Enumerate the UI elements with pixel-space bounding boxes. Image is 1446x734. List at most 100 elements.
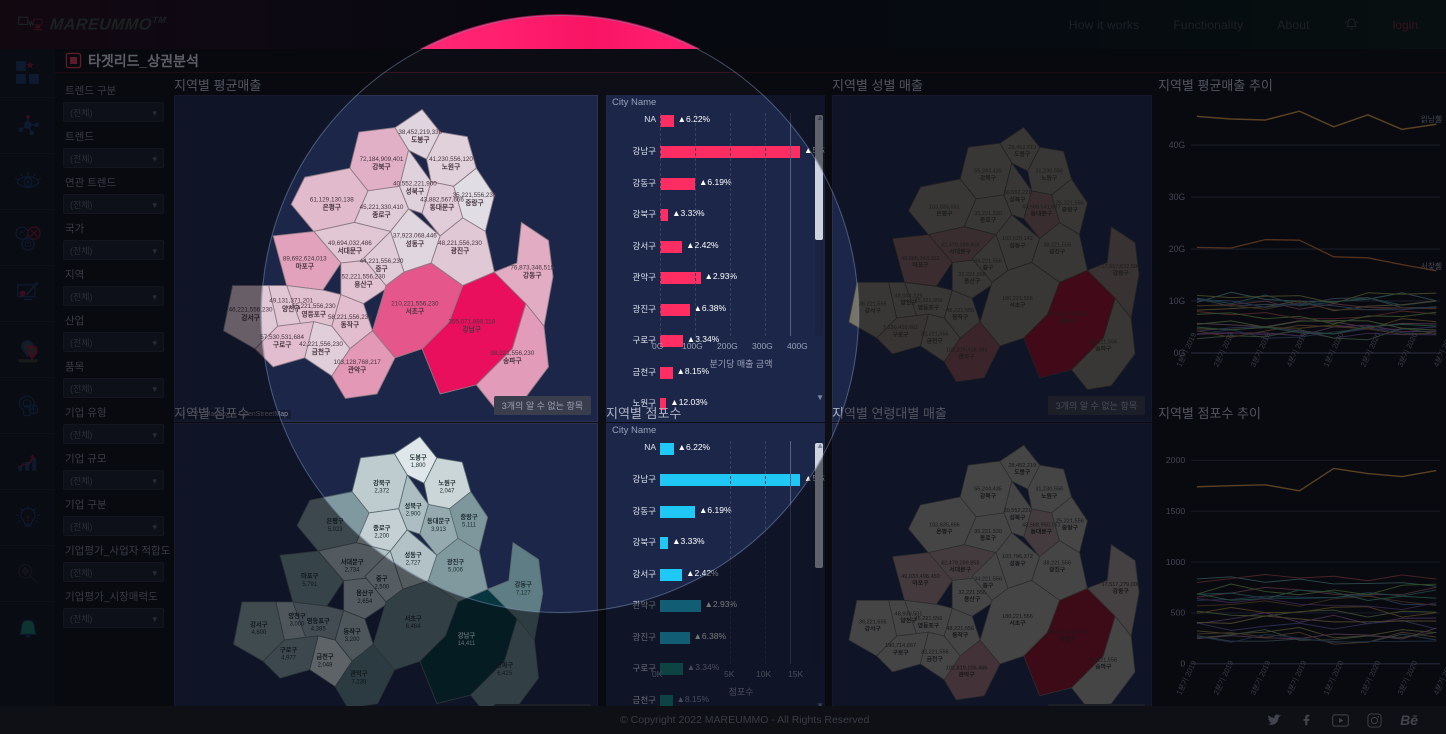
svg-text:성북구: 성북구 <box>404 501 421 510</box>
svg-text:14,411: 14,411 <box>458 641 476 647</box>
svg-text:1,800: 1,800 <box>411 463 427 469</box>
svg-text:55,221,556,230: 55,221,556,230 <box>292 303 336 310</box>
svg-text:구로구: 구로구 <box>273 341 291 349</box>
svg-text:38,452,219,330: 38,452,219,330 <box>398 129 442 136</box>
svg-text:구로구: 구로구 <box>892 649 909 656</box>
svg-text:49,694,032,486: 49,694,032,486 <box>328 240 372 247</box>
svg-text:용산구: 용산구 <box>356 588 373 597</box>
svg-text:38,221,556: 38,221,556 <box>1043 561 1071 567</box>
svg-text:2,048: 2,048 <box>318 662 334 668</box>
svg-text:25,221,556: 25,221,556 <box>1056 518 1084 524</box>
svg-text:용산구: 용산구 <box>354 279 372 288</box>
svg-text:102,819,438,494: 102,819,438,494 <box>946 348 988 354</box>
svg-text:서초구: 서초구 <box>406 307 424 316</box>
svg-text:44,221,556,230: 44,221,556,230 <box>360 258 404 265</box>
svg-text:88,221,556: 88,221,556 <box>1089 658 1117 664</box>
svg-text:은평구: 은평구 <box>323 203 341 212</box>
svg-text:55,244,435: 55,244,435 <box>974 487 1002 493</box>
svg-text:103,128,768,217: 103,128,768,217 <box>333 359 381 366</box>
svg-text:금천구: 금천구 <box>312 347 330 356</box>
svg-text:355,071,888,118: 355,071,888,118 <box>448 319 495 326</box>
svg-text:서대문구: 서대문구 <box>338 246 363 255</box>
svg-text:103,620,142: 103,620,142 <box>1002 236 1033 242</box>
svg-text:25,221,556: 25,221,556 <box>1056 200 1084 206</box>
svg-text:36,221,556: 36,221,556 <box>859 619 887 625</box>
svg-text:5,023: 5,023 <box>328 527 344 533</box>
svg-text:35,221,330: 35,221,330 <box>974 211 1002 217</box>
svg-text:1000: 1000 <box>1166 557 1186 567</box>
svg-text:강북구: 강북구 <box>372 162 390 171</box>
svg-text:2,734: 2,734 <box>345 567 361 573</box>
svg-text:30,552,221: 30,552,221 <box>1004 508 1032 514</box>
svg-text:103,835,696: 103,835,696 <box>929 522 960 528</box>
svg-text:성북구: 성북구 <box>406 187 424 196</box>
svg-text:190,714,667: 190,714,667 <box>885 643 916 649</box>
svg-text:5,791: 5,791 <box>302 582 317 588</box>
svg-text:송파구: 송파구 <box>503 356 521 365</box>
svg-text:4,385: 4,385 <box>311 627 327 633</box>
svg-text:구로구: 구로구 <box>280 646 297 654</box>
svg-text:동대문구: 동대문구 <box>430 203 455 212</box>
svg-text:180,221,556: 180,221,556 <box>1002 296 1033 302</box>
svg-text:30,552,221: 30,552,221 <box>1004 190 1032 196</box>
svg-text:32,221,556: 32,221,556 <box>921 650 949 656</box>
svg-text:중구: 중구 <box>376 575 388 583</box>
svg-text:마포구: 마포구 <box>296 261 314 270</box>
svg-text:89,692,624,013: 89,692,624,013 <box>283 255 327 262</box>
svg-text:45,221,556: 45,221,556 <box>915 616 943 622</box>
svg-text:17,517,622,500: 17,517,622,500 <box>1102 264 1141 270</box>
svg-text:48,221,556: 48,221,556 <box>946 626 974 632</box>
svg-text:55,244,435: 55,244,435 <box>974 169 1002 175</box>
svg-text:4,600: 4,600 <box>252 630 268 636</box>
svg-text:40G: 40G <box>1169 140 1186 150</box>
svg-text:34,221,556: 34,221,556 <box>974 576 1002 582</box>
svg-text:종로구: 종로구 <box>373 524 390 532</box>
svg-text:관악구: 관악구 <box>348 365 366 374</box>
svg-text:32,221,556: 32,221,556 <box>921 332 949 338</box>
svg-text:읡남췛: 읡남췛 <box>1421 114 1442 124</box>
svg-text:28,452,219: 28,452,219 <box>1008 145 1036 151</box>
svg-text:40,552,221,900: 40,552,221,900 <box>393 180 437 187</box>
svg-text:32,221,556: 32,221,556 <box>958 590 986 596</box>
svg-text:!: ! <box>26 514 29 523</box>
svg-text:57,530,531,684: 57,530,531,684 <box>260 334 304 341</box>
svg-text:강서구: 강서구 <box>250 619 267 628</box>
svg-text:46,221,556,230: 46,221,556,230 <box>229 307 273 314</box>
svg-text:3,913: 3,913 <box>431 527 447 533</box>
svg-text:210,221,556,230: 210,221,556,230 <box>391 300 439 307</box>
svg-text:52,221,556,230: 52,221,556,230 <box>342 273 386 280</box>
svg-text:4,977: 4,977 <box>281 656 296 662</box>
svg-text:31,230,556: 31,230,556 <box>1035 487 1063 493</box>
svg-text:동대문구: 동대문구 <box>427 516 450 525</box>
svg-text:98,221,556,230: 98,221,556,230 <box>490 350 534 357</box>
svg-text:6,425: 6,425 <box>497 671 513 677</box>
svg-text:28,452,219: 28,452,219 <box>1008 463 1036 469</box>
svg-text:5,006: 5,006 <box>448 567 464 573</box>
svg-text:성동구: 성동구 <box>404 550 421 559</box>
svg-text:2,727: 2,727 <box>406 561 421 567</box>
svg-text:도봉구: 도봉구 <box>411 136 429 144</box>
svg-text:마포구: 마포구 <box>301 571 318 580</box>
svg-text:서대문구: 서대문구 <box>341 557 364 566</box>
svg-text:42,479,289,858: 42,479,289,858 <box>941 243 980 249</box>
svg-text:2,900: 2,900 <box>406 512 422 518</box>
svg-text:강동구: 강동구 <box>515 580 532 589</box>
svg-text:48,221,556: 48,221,556 <box>946 308 974 314</box>
svg-text:1500: 1500 <box>1166 506 1186 516</box>
svg-text:37,923,068,446: 37,923,068,446 <box>393 233 437 240</box>
svg-text:6,484: 6,484 <box>406 624 422 630</box>
svg-text:42,479,289,858: 42,479,289,858 <box>941 561 980 567</box>
svg-text:종로구: 종로구 <box>372 211 390 219</box>
svg-text:7,190,419,661: 7,190,419,661 <box>883 325 918 331</box>
svg-text:2,372: 2,372 <box>374 489 389 495</box>
svg-text:영등포구: 영등포구 <box>301 309 326 318</box>
svg-text:성동구: 성동구 <box>406 239 424 248</box>
svg-text:20G: 20G <box>1169 244 1186 254</box>
svg-text:35,221,330: 35,221,330 <box>974 529 1002 535</box>
svg-text:72,184,909,401: 72,184,909,401 <box>360 156 404 163</box>
svg-text:동작구: 동작구 <box>341 320 359 329</box>
svg-text:45,221,330,410: 45,221,330,410 <box>360 204 404 211</box>
svg-text:31,230,556: 31,230,556 <box>1035 169 1063 175</box>
svg-text:76,873,346,515: 76,873,346,515 <box>510 264 554 271</box>
svg-text:7,238: 7,238 <box>351 679 367 685</box>
